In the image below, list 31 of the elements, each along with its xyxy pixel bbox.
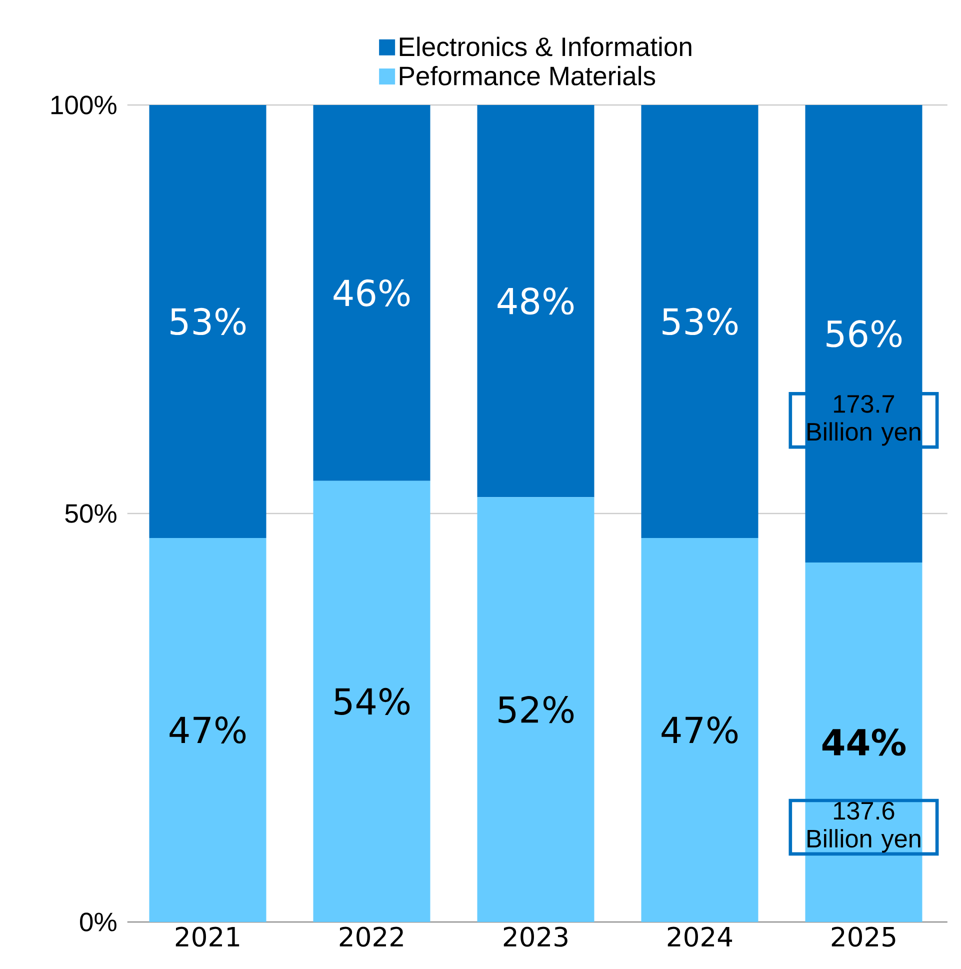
bar xyxy=(313,480,430,922)
x-tick-label: 2025 xyxy=(832,926,896,947)
annotation: 173.7 Billion yen xyxy=(807,394,920,446)
data-label: 56% xyxy=(826,320,902,348)
y-tick-label: 50% xyxy=(65,504,116,523)
data-label: 44% xyxy=(822,728,906,756)
x-tick-label: 2021 xyxy=(176,926,239,947)
bar xyxy=(149,538,266,922)
bar xyxy=(477,497,594,922)
data-label: 54% xyxy=(334,688,410,715)
data-label: 52% xyxy=(498,696,574,724)
legend-label: Electronics & Information xyxy=(400,36,692,56)
bar xyxy=(641,104,758,538)
data-label: 53% xyxy=(662,308,738,336)
data-label: 53% xyxy=(170,308,246,336)
bar xyxy=(477,104,594,498)
data-label: 46% xyxy=(333,279,410,306)
legend-label: Peformance Materials xyxy=(400,66,655,86)
annotation: 137.6 Billion yen xyxy=(807,802,920,853)
data-label: 47% xyxy=(169,716,246,744)
x-tick-label: 2023 xyxy=(504,926,568,947)
x-tick-label: 2022 xyxy=(340,926,403,947)
y-tick-label: 0% xyxy=(80,912,116,932)
bar xyxy=(805,562,922,922)
x-tick-label: 2024 xyxy=(668,926,732,947)
data-label: 48% xyxy=(497,288,574,315)
bar xyxy=(313,104,430,481)
data-label: 47% xyxy=(661,716,738,744)
bar xyxy=(641,538,758,922)
y-tick-label: 100% xyxy=(51,96,116,114)
bar xyxy=(149,104,266,538)
